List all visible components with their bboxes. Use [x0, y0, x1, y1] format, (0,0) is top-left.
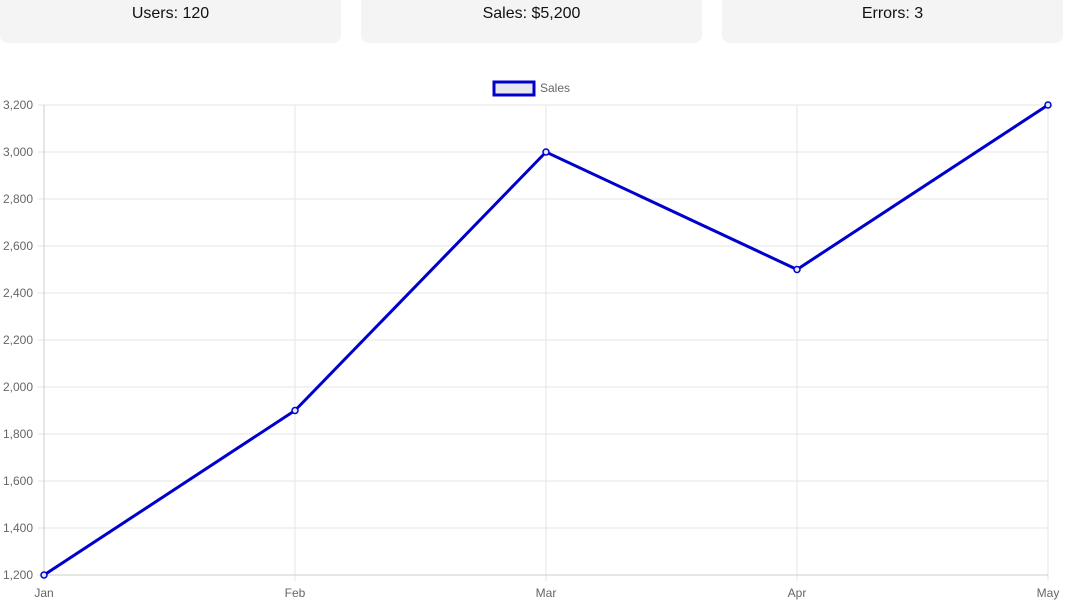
x-tick-label: Feb — [285, 586, 306, 600]
y-tick-label: 2,600 — [3, 239, 33, 253]
data-point — [291, 406, 299, 415]
y-tick-label: 1,600 — [3, 474, 33, 488]
data-point — [793, 265, 801, 274]
y-tick-label: 3,000 — [3, 145, 33, 159]
y-tick-label: 1,400 — [3, 521, 33, 535]
x-tick-label: Jan — [34, 586, 53, 600]
y-tick-label: 2,400 — [3, 286, 33, 300]
legend-swatch — [492, 80, 536, 97]
y-tick-label: 2,800 — [3, 192, 33, 206]
data-point — [542, 148, 550, 156]
x-tick-label: Apr — [788, 586, 807, 600]
errors-card: Errors: 3 — [722, 0, 1063, 43]
data-point — [1044, 101, 1052, 109]
errors-card-label: Errors: 3 — [861, 5, 924, 22]
y-tick-label: 1,800 — [3, 427, 33, 441]
y-tick-label: 2,000 — [3, 380, 33, 394]
legend-label: Sales — [540, 81, 570, 95]
data-point — [40, 571, 48, 579]
y-tick-label: 3,200 — [3, 98, 33, 112]
summary-cards: Users: 120 Sales: $5,200 Errors: 3 — [0, 0, 1081, 43]
users-card-label: Users: 120 — [131, 5, 210, 22]
y-tick-label: 2,200 — [3, 333, 33, 347]
sales-card: Sales: $5,200 — [361, 0, 702, 43]
users-card: Users: 120 — [0, 0, 341, 43]
x-tick-label: May — [1037, 586, 1060, 600]
y-tick-label: 1,200 — [3, 568, 33, 582]
sales-chart: 1,200 1,400 1,600 1,800 2,000 2,200 2,400 2,600… — [0, 70, 1081, 608]
line-chart: 1,200 1,400 1,600 1,800 2,000 2,200 2,400 2,600… — [3, 80, 1060, 600]
sales-card-label: Sales: $5,200 — [482, 5, 581, 22]
x-tick-label: Mar — [536, 586, 557, 600]
